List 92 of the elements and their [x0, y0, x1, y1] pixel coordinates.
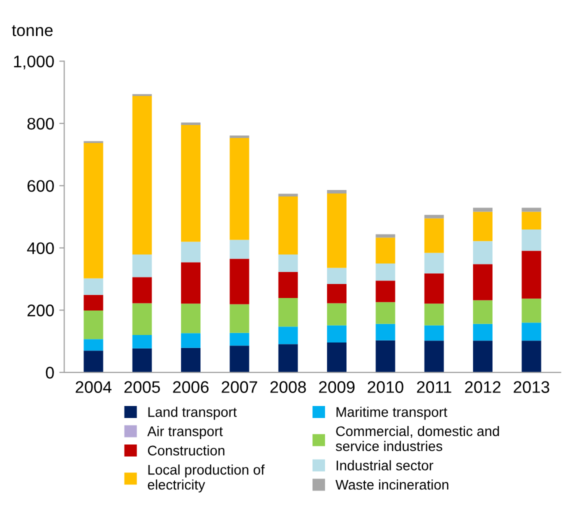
bar	[230, 258, 250, 304]
x-tick-label: 2009	[319, 381, 355, 393]
bar	[522, 212, 542, 230]
bar	[181, 304, 201, 334]
bar	[132, 303, 152, 336]
legend-label: Waste incineration	[336, 479, 448, 490]
bar	[132, 348, 152, 372]
bar	[278, 196, 298, 254]
bar	[230, 240, 250, 259]
bar	[473, 300, 493, 324]
y-tick-label: 600	[28, 180, 54, 192]
y-tick-label: 0	[46, 366, 54, 379]
bar	[278, 272, 298, 298]
bar	[522, 298, 542, 323]
bar	[230, 346, 250, 372]
legend-label: Industrial sector	[336, 460, 434, 470]
bar	[424, 273, 444, 304]
x-tick-label: 2012	[465, 381, 500, 393]
legend-label: Commercial, domestic and service industries	[336, 426, 499, 452]
bar	[376, 234, 396, 238]
bar	[278, 344, 298, 372]
y-tick-label: 400	[27, 242, 54, 254]
bar	[424, 214, 444, 218]
bar	[132, 335, 152, 348]
y-tick-label: 800	[27, 118, 54, 130]
bar	[230, 304, 250, 333]
bar	[181, 262, 201, 304]
legend-label: Local production of electricity	[148, 464, 265, 492]
bar	[376, 238, 396, 264]
bar	[132, 254, 152, 278]
bar	[84, 339, 104, 351]
y-tick-label: 1,000	[14, 56, 54, 70]
x-tick-label: 2010	[368, 381, 404, 393]
bar	[473, 324, 493, 341]
x-tick-label: 2006	[173, 381, 209, 393]
bar	[278, 298, 298, 327]
bar	[181, 348, 201, 372]
legend-label: Maritime transport	[336, 406, 448, 420]
bar	[473, 241, 493, 264]
bar	[84, 294, 104, 310]
bar	[181, 242, 201, 262]
bar	[278, 254, 298, 272]
bar	[230, 138, 250, 240]
bar	[327, 268, 347, 284]
bar	[327, 193, 347, 268]
bar	[327, 284, 347, 304]
bar	[376, 324, 396, 340]
bar	[278, 326, 298, 344]
bar	[84, 143, 104, 278]
bar	[327, 303, 347, 326]
bar	[473, 264, 493, 300]
y-tick-label: 200	[28, 304, 54, 316]
bar	[424, 340, 444, 372]
x-tick-label: 2007	[222, 381, 258, 393]
bar	[181, 122, 201, 125]
bar	[424, 252, 444, 274]
legend-label: Air transport	[147, 426, 223, 439]
bar	[84, 350, 104, 372]
x-tick-label: 2011	[417, 381, 452, 393]
bar	[376, 263, 396, 281]
legend-label: Land transport	[148, 406, 237, 420]
bar	[376, 340, 396, 372]
bar	[424, 218, 444, 253]
bar	[132, 96, 152, 254]
bar	[327, 190, 347, 194]
bar	[84, 278, 104, 295]
bar	[327, 342, 347, 372]
y-axis-title: tonne	[12, 25, 53, 36]
legend-label: Construction	[148, 445, 224, 456]
bar	[424, 304, 444, 326]
x-tick-label: 2005	[124, 381, 160, 393]
x-tick-label: 2008	[270, 381, 306, 393]
bar	[424, 325, 444, 341]
bar	[84, 310, 104, 340]
bar	[230, 332, 250, 346]
bar	[522, 208, 542, 212]
bar	[376, 280, 396, 302]
bar	[473, 340, 493, 372]
bar	[327, 325, 347, 343]
bar	[522, 230, 542, 251]
bar	[181, 333, 201, 348]
x-tick-label: 2004	[76, 381, 112, 393]
bar	[376, 302, 396, 324]
bar	[181, 124, 201, 242]
bar	[522, 340, 542, 372]
bar	[473, 212, 493, 242]
bar	[522, 322, 542, 341]
bar	[473, 208, 493, 212]
bar	[230, 136, 250, 138]
bar	[132, 277, 152, 304]
x-tick-label: 2013	[514, 381, 550, 393]
bar	[522, 250, 542, 299]
